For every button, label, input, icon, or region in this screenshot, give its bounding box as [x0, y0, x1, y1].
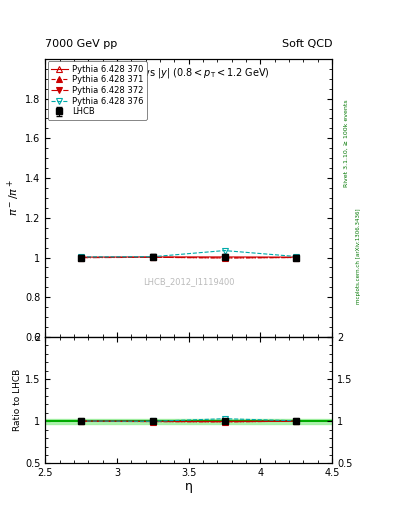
- Legend: Pythia 6.428 370, Pythia 6.428 371, Pythia 6.428 372, Pythia 6.428 376, LHCB: Pythia 6.428 370, Pythia 6.428 371, Pyth…: [48, 61, 147, 120]
- Pythia 6.428 371: [294, 254, 299, 261]
- Y-axis label: Ratio to LHCB: Ratio to LHCB: [13, 369, 22, 431]
- Pythia 6.428 376: [79, 254, 83, 260]
- Text: LHCB_2012_I1119400: LHCB_2012_I1119400: [143, 277, 234, 286]
- Pythia 6.428 372: [151, 254, 155, 261]
- Pythia 6.428 376: [294, 253, 299, 260]
- Text: Rivet 3.1.10, ≥ 100k events: Rivet 3.1.10, ≥ 100k events: [344, 99, 349, 187]
- Y-axis label: $\pi^-/\pi^+$: $\pi^-/\pi^+$: [6, 179, 22, 217]
- Pythia 6.428 372: [294, 254, 299, 261]
- X-axis label: η: η: [185, 480, 193, 493]
- Pythia 6.428 371: [79, 254, 83, 261]
- Pythia 6.428 370: [294, 254, 299, 260]
- Pythia 6.428 372: [222, 255, 227, 261]
- Pythia 6.428 370: [79, 254, 83, 260]
- Line: Pythia 6.428 372: Pythia 6.428 372: [78, 254, 299, 261]
- Line: Pythia 6.428 370: Pythia 6.428 370: [78, 254, 299, 260]
- Line: Pythia 6.428 376: Pythia 6.428 376: [78, 248, 299, 260]
- Pythia 6.428 371: [151, 254, 155, 261]
- Pythia 6.428 372: [79, 254, 83, 261]
- Pythia 6.428 371: [222, 255, 227, 261]
- Pythia 6.428 376: [151, 253, 155, 260]
- Text: 7000 GeV pp: 7000 GeV pp: [45, 38, 118, 49]
- Text: $\pi^-/\pi^+$ vs $|y|$ $(0.8 < p_\mathrm{T} < 1.2$ GeV$)$: $\pi^-/\pi^+$ vs $|y|$ $(0.8 < p_\mathrm…: [107, 66, 270, 81]
- Pythia 6.428 376: [222, 247, 227, 253]
- Pythia 6.428 370: [151, 254, 155, 260]
- Text: mcplots.cern.ch [arXiv:1306.3436]: mcplots.cern.ch [arXiv:1306.3436]: [356, 208, 361, 304]
- Pythia 6.428 370: [222, 254, 227, 260]
- Line: Pythia 6.428 371: Pythia 6.428 371: [78, 254, 299, 261]
- Text: Soft QCD: Soft QCD: [282, 38, 332, 49]
